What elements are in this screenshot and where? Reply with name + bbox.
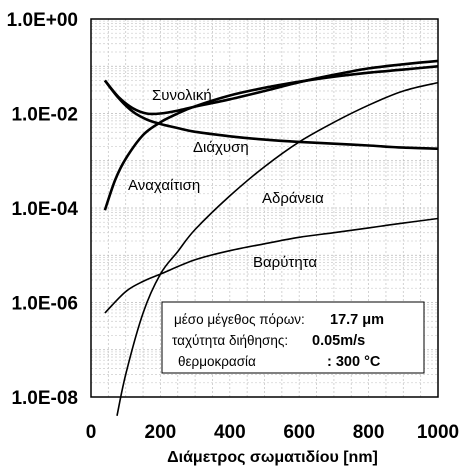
condition-value: : 300 °C xyxy=(327,354,381,370)
x-tick-label: 200 xyxy=(145,422,177,443)
series-label: Αναχαίτιση xyxy=(128,177,200,194)
condition-value: 0.05m/s xyxy=(312,333,365,349)
tick-labels: 0 200 400 600 800 1000 1.0E+00 1.0E-02 1.0E-04 1.… xyxy=(7,10,459,443)
condition-label: θερμοκρασία xyxy=(178,354,256,369)
condition-label: ταχύτητα διήθησης: xyxy=(172,333,288,348)
x-axis-label: Διάμετρος σωματιδίου [nm] xyxy=(167,449,378,466)
series-label: Συνολική xyxy=(152,87,212,104)
condition-value: 17.7 μm xyxy=(330,312,384,328)
x-tick-label: 0 xyxy=(86,422,97,443)
plot-frame xyxy=(90,18,439,398)
series-line xyxy=(116,81,439,416)
series-labels: Συνολική Διάχυση Αναχαίτιση Αδράνεια Βαρύτητ… xyxy=(128,87,324,271)
condition-label: μέσο μέγεθος πόρων: xyxy=(174,312,305,327)
y-tick-label: 1.0E-02 xyxy=(11,105,78,126)
x-tick-label: 400 xyxy=(214,422,246,443)
y-tick-label: 1.0E+00 xyxy=(7,10,78,31)
x-tick-label: 600 xyxy=(283,422,315,443)
x-tick-label: 800 xyxy=(353,422,385,443)
series-label: Αδράνεια xyxy=(262,190,324,207)
y-tick-label: 1.0E-08 xyxy=(11,388,78,409)
series-label: Διάχυση xyxy=(193,139,249,156)
conditions-box-frame xyxy=(161,301,425,374)
series-line xyxy=(103,59,439,116)
series-line xyxy=(104,217,439,314)
x-tick-label: 1000 xyxy=(417,422,459,443)
series-line xyxy=(103,79,439,150)
series-label: Βαρύτητα xyxy=(253,254,317,271)
conditions-box: μέσο μέγεθος πόρων: 17.7 μm ταχύτητα διήθη… xyxy=(161,301,425,374)
series-lines xyxy=(103,59,439,416)
series-line xyxy=(103,65,439,211)
y-tick-label: 1.0E-06 xyxy=(11,294,78,315)
y-tick-label: 1.0E-04 xyxy=(11,199,78,220)
